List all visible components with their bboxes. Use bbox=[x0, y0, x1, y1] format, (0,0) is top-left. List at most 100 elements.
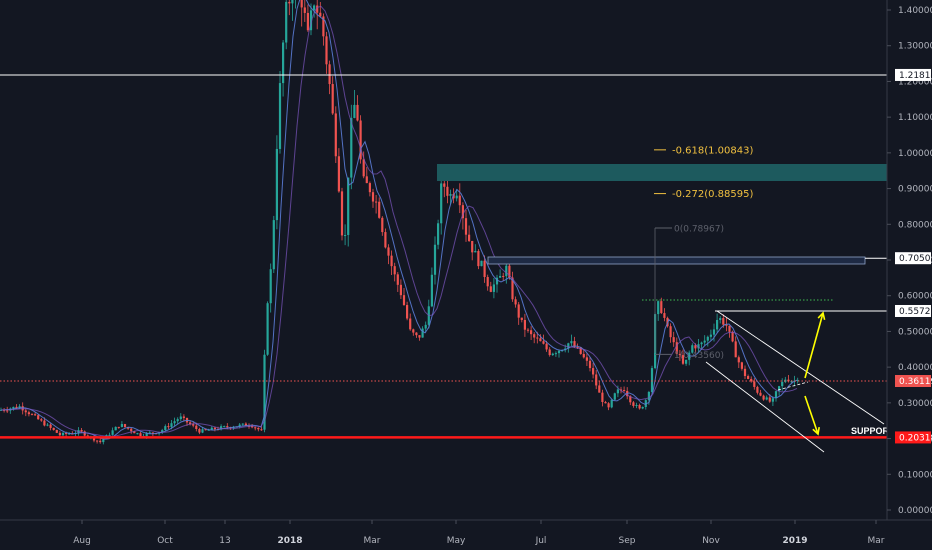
price-level-tag[interactable] bbox=[895, 431, 931, 444]
price-tick-label: 0.90000 bbox=[898, 185, 932, 195]
candle-body bbox=[108, 434, 111, 436]
candle-body bbox=[647, 391, 650, 401]
candle-body bbox=[313, 5, 316, 11]
candle-body bbox=[399, 284, 402, 296]
candle-body bbox=[433, 244, 437, 275]
price-level-tag[interactable] bbox=[895, 304, 931, 317]
price-axis-background bbox=[887, 0, 932, 550]
candle-body bbox=[740, 362, 743, 369]
candle-body bbox=[130, 428, 133, 432]
candle-body bbox=[573, 341, 576, 347]
price-level-tag-label: 1.21814 bbox=[899, 71, 932, 81]
candle-body bbox=[244, 423, 247, 426]
candle-body bbox=[461, 205, 464, 219]
price-tick-label: 0.00000 bbox=[898, 506, 932, 516]
time-axis[interactable]: Aug Oct 13 2018 Mar May Jul Sep Nov 2019 Mar bbox=[0, 519, 932, 546]
time-tick-label: Mar bbox=[868, 536, 885, 546]
candle-body bbox=[495, 277, 499, 285]
candle-body bbox=[303, 7, 306, 13]
price-level-tag[interactable] bbox=[895, 375, 931, 388]
candle-body bbox=[592, 368, 595, 375]
price-level-tag[interactable] bbox=[895, 252, 931, 265]
candle-body bbox=[58, 432, 61, 436]
price-level-tag[interactable] bbox=[895, 68, 931, 81]
candle-body bbox=[579, 347, 582, 354]
candle-body bbox=[288, 1, 291, 4]
candle-body bbox=[728, 325, 731, 332]
candle-body bbox=[681, 355, 685, 364]
candle-body bbox=[223, 426, 226, 428]
candle-body bbox=[189, 422, 192, 425]
candle-body bbox=[210, 427, 213, 430]
candle-body bbox=[393, 266, 396, 275]
candle-body bbox=[796, 379, 799, 381]
candle-body bbox=[743, 368, 747, 377]
wedge-dashed bbox=[777, 381, 809, 391]
candle-body bbox=[567, 343, 570, 349]
candle-body bbox=[213, 427, 216, 430]
candle-body bbox=[477, 250, 480, 267]
candle-body bbox=[24, 410, 27, 413]
candle-body bbox=[474, 250, 477, 253]
candle-body bbox=[275, 148, 278, 221]
candle-body bbox=[272, 220, 275, 270]
candle-body bbox=[523, 319, 526, 330]
time-tick-label: 2019 bbox=[782, 536, 807, 546]
candle-body bbox=[362, 159, 365, 177]
candle-body bbox=[778, 386, 781, 392]
candle-body bbox=[195, 425, 198, 429]
candle-body bbox=[34, 414, 37, 416]
candle-body bbox=[437, 223, 440, 245]
candle-body bbox=[765, 397, 768, 400]
candle-body bbox=[337, 156, 340, 192]
candle-body bbox=[18, 406, 21, 409]
candle-body bbox=[375, 201, 378, 203]
candle-body bbox=[446, 186, 449, 196]
candle-body bbox=[99, 440, 102, 443]
time-tick-label: Mar bbox=[364, 536, 381, 546]
candle-body bbox=[344, 234, 347, 236]
candle-body bbox=[672, 337, 675, 343]
candle-body bbox=[464, 218, 468, 235]
price-level-tag-label: 0.70507 bbox=[899, 254, 932, 264]
time-tick-label: Sep bbox=[619, 536, 636, 546]
candle-body bbox=[768, 397, 771, 402]
candle-body bbox=[499, 275, 502, 278]
candle-body bbox=[657, 301, 660, 315]
candle-body bbox=[409, 318, 412, 330]
candle-body bbox=[613, 393, 616, 400]
candle-body bbox=[192, 424, 195, 426]
time-tick-label: 13 bbox=[219, 536, 230, 546]
candle-body bbox=[254, 427, 257, 429]
candle-body bbox=[539, 338, 542, 342]
candle-body bbox=[458, 195, 461, 206]
candle-body bbox=[86, 435, 89, 437]
candle-body bbox=[167, 426, 170, 428]
candle-body bbox=[585, 357, 588, 361]
candle-body bbox=[526, 329, 530, 331]
candle-body bbox=[136, 433, 139, 435]
candle-body bbox=[607, 403, 610, 408]
candle-body bbox=[508, 265, 511, 278]
price-level-tag-label: 0.20318 bbox=[899, 433, 932, 443]
candle-body bbox=[30, 414, 34, 416]
candle-body bbox=[415, 332, 418, 336]
candle-body bbox=[328, 64, 331, 85]
candle-body bbox=[68, 433, 71, 435]
candle-body bbox=[725, 324, 728, 326]
price-axis[interactable]: 1.40000 1.30000 1.20000 1.10000 1.00000 0.900… bbox=[886, 0, 932, 550]
candle-body bbox=[650, 368, 654, 392]
candle-body bbox=[716, 319, 719, 330]
bullish-arrow-head bbox=[817, 311, 826, 320]
candle-body bbox=[83, 431, 86, 436]
candle-body bbox=[170, 423, 173, 427]
candle-body bbox=[173, 421, 176, 424]
candle-body bbox=[356, 104, 359, 121]
candle-body bbox=[601, 392, 604, 403]
candle-body bbox=[486, 277, 489, 287]
candle-body bbox=[55, 429, 58, 433]
candle-body bbox=[468, 234, 471, 241]
candle-body bbox=[27, 412, 30, 415]
candle-body bbox=[756, 386, 759, 393]
